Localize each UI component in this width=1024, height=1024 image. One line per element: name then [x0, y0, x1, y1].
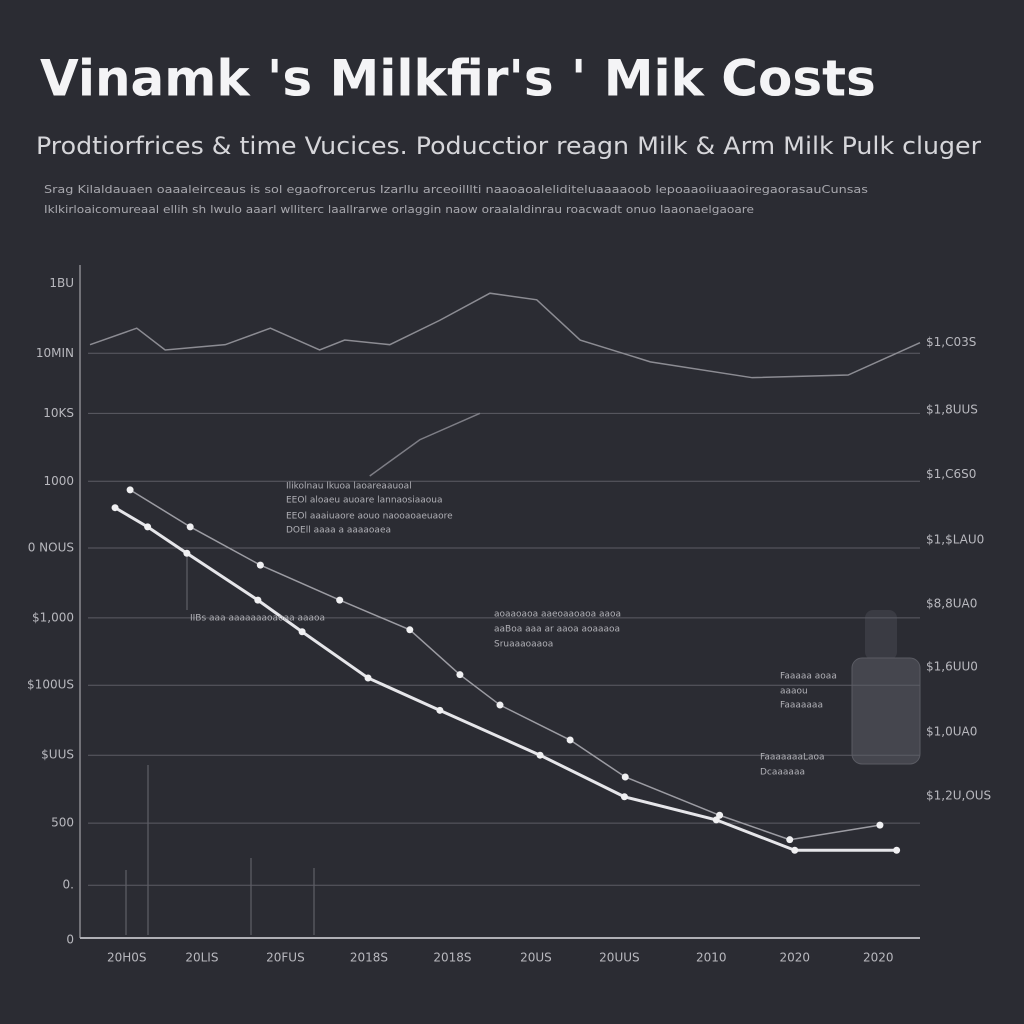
annotation: aaBoa aaa ar aaoa aoaaaoa [494, 625, 620, 635]
y2-tick-label: $1,0UA0 [926, 725, 977, 739]
data-point [876, 821, 884, 829]
data-point [456, 671, 464, 679]
y2-tick-label: $1,2U,OUS [926, 789, 991, 803]
x-tick-label: 20LIS [185, 951, 218, 965]
description: Srag Kilaldauaen oaaaleirceaus is sol eg… [44, 183, 868, 196]
annotation: Ilikolnau lkuoa laoareaauoal [286, 482, 412, 492]
x-tick-label: 20US [520, 951, 552, 965]
y-tick-label: $100US [27, 678, 74, 692]
annotation: Faaaaa aoaa [780, 672, 837, 682]
series-line [89, 292, 921, 379]
annotation: DOEll aaaa a aaaaoaea [286, 526, 391, 536]
x-tick-label: 2020 [779, 951, 810, 965]
y-tick-label: 500 [51, 816, 74, 830]
chart-subtitle: Prodtiorfrices & time Vucices. Poducctio… [36, 132, 981, 160]
annotation: aoaaoaoa aaeoaaoaoa aaoa [494, 610, 621, 620]
data-point [893, 846, 901, 854]
series-line [369, 412, 481, 477]
y-tick-label: $UUS [41, 748, 74, 762]
y2-tick-label: $8,8UA0 [926, 597, 977, 611]
data-point [298, 628, 306, 636]
data-point [256, 561, 264, 569]
y2-tick-label: $1,C03S [926, 335, 976, 349]
y2-tick-label: $1,C6S0 [926, 467, 976, 481]
y-tick-label: $1,000 [32, 610, 74, 624]
annotation: FaaaaaaaLaoa [760, 753, 825, 763]
data-point [254, 596, 262, 604]
data-point [186, 523, 194, 531]
data-point [536, 751, 544, 759]
data-point [620, 793, 628, 801]
data-point [111, 504, 119, 512]
bottle-icon [851, 610, 921, 765]
y-tick-label: 1BU [49, 276, 74, 290]
y-tick-label: 10KS [43, 406, 74, 420]
data-point [791, 846, 799, 854]
annotation: IIBs aaa aaaaaaaoaoaa aaaoa [190, 614, 325, 624]
decor-lines [125, 550, 315, 935]
data-point [406, 626, 414, 634]
data-point [144, 523, 152, 531]
data-point [621, 773, 629, 781]
data-point [336, 596, 344, 604]
description: Iklkirloaicomureaal ellih sh lwulo aaarl… [44, 203, 754, 216]
y-tick-label: 0 NOUS [28, 540, 74, 554]
y2-tick-label: $1,8UUS [926, 403, 978, 417]
data-point [364, 674, 372, 682]
annotation: Faaaaaaa [780, 701, 823, 711]
y2-tick-label: $1,6UU0 [926, 659, 978, 673]
annotation: aaaou [780, 687, 808, 697]
chart-title: Vinamk 's Milkfir's ' Mik Costs [40, 50, 876, 108]
data-point [566, 736, 574, 744]
x-tick-label: 20H0S [107, 951, 147, 965]
annotation: EEOl aaaiuaore aouo naooaoaeuaore [286, 512, 453, 522]
data-point [716, 811, 724, 819]
annotation: Sruaaaoaaoa [494, 640, 553, 650]
x-tick-label: 2020 [863, 951, 894, 965]
series-line [114, 506, 897, 852]
annotation: EEOl aloaeu auoare lannaosiaaoua [286, 496, 443, 506]
y-tick-label: 0 [66, 933, 74, 947]
y-tick-label: 10MIN [36, 346, 74, 360]
x-tick-label: 20UUS [599, 951, 639, 965]
x-tick-label: 20FUS [266, 951, 305, 965]
data-point [126, 486, 134, 494]
y-tick-label: 1000 [43, 474, 74, 488]
series-line [129, 489, 881, 841]
y-tick-label: 0. [63, 878, 74, 892]
data-point [436, 706, 444, 714]
x-tick-label: 2018S [433, 951, 471, 965]
annotation: Dcaaaaaa [760, 768, 805, 778]
x-tick-label: 2010 [696, 951, 727, 965]
x-tick-label: 2018S [350, 951, 388, 965]
y2-tick-label: $1,$LAU0 [926, 533, 984, 547]
data-point [183, 549, 191, 557]
data-point [786, 836, 794, 844]
data-point [496, 701, 504, 709]
